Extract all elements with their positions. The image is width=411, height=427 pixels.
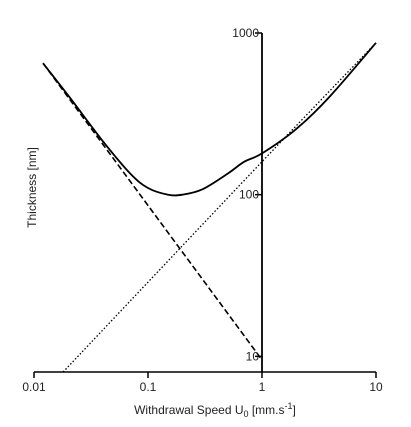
y-axis-title: Thickness [nm]	[25, 147, 39, 228]
x-tick-label: 10	[369, 380, 383, 394]
x-axis-title: Withdrawal Speed U0 [mm.s-1]	[134, 401, 296, 419]
ticks-layer: 0.01 0.1 1 10 10 100 1000	[22, 26, 383, 394]
x-tick-label: 1	[259, 380, 266, 394]
axes-layer	[34, 33, 376, 373]
x-axis-title-main: Withdrawal Speed U	[134, 403, 243, 417]
x-axis-title-subscript: 0	[244, 409, 249, 419]
y-tick-label: 1000	[232, 26, 259, 40]
series-dashed-line	[42, 62, 263, 361]
y-tick-label: 100	[239, 188, 259, 202]
x-axis-title-units-close: ]	[293, 403, 296, 417]
curves-layer	[42, 42, 377, 373]
y-tick-label: 10	[246, 349, 260, 363]
x-axis-title-units-superscript: -1	[285, 401, 293, 411]
x-axis-title-units: [mm.s	[249, 403, 285, 417]
x-tick-label: 0.01	[22, 380, 46, 394]
series-dotted-line	[62, 42, 377, 373]
series-solid-line	[42, 42, 377, 197]
x-tick-label: 0.1	[140, 380, 157, 394]
